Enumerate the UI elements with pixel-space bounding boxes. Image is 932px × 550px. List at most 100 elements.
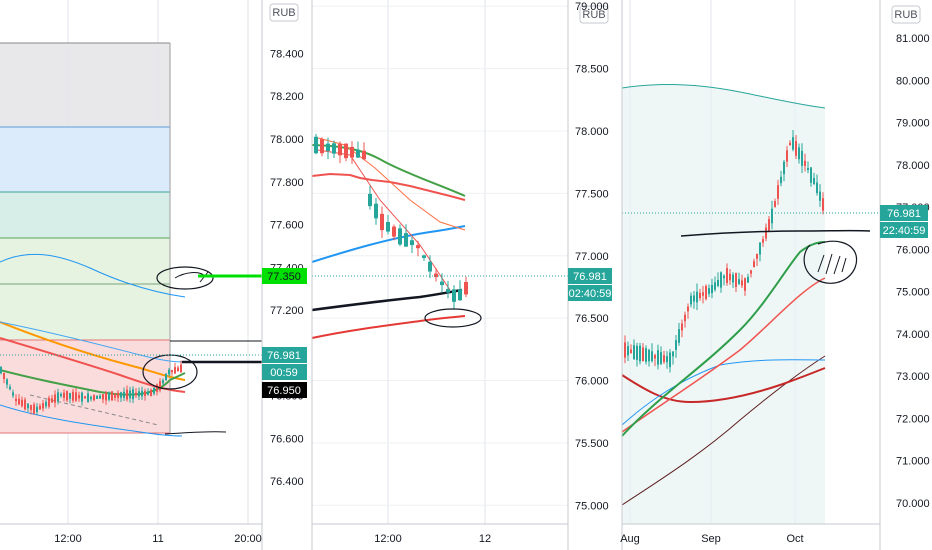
x-tick-label: 20:00 (234, 533, 262, 545)
candle-body (135, 392, 137, 396)
x-tick-label: Aug (620, 533, 640, 545)
candle-body (150, 389, 152, 397)
panel-3-y-ticks: 81.00080.00079.00078.00077.00076.00075.0… (896, 33, 930, 510)
candle-body (165, 373, 167, 381)
candle-body (786, 150, 788, 162)
candle-body (428, 261, 432, 272)
candle-body (90, 396, 92, 400)
candle-body (84, 396, 86, 399)
candle-body (458, 289, 462, 301)
candle-body (699, 292, 701, 299)
y-tick-label: 73.000 (896, 371, 930, 383)
panel-2-price-axis (568, 0, 620, 524)
price-tag-last: 76.981 (573, 271, 607, 283)
candle-body (156, 384, 158, 392)
x-tick-label: 12 (479, 533, 491, 545)
candle-body (422, 255, 426, 258)
y-tick-label: 78.200 (270, 91, 304, 103)
candle-body (666, 356, 668, 363)
candle-body (81, 392, 83, 402)
x-tick-label: 11 (152, 533, 163, 545)
candle-body (42, 403, 44, 409)
candle-body (171, 370, 173, 373)
candle-body (78, 395, 80, 399)
candle-body (114, 393, 116, 398)
candle-body (630, 349, 632, 354)
candle-body (326, 143, 330, 152)
candle-body (777, 185, 779, 199)
candle-body (678, 329, 680, 343)
currency-badge (891, 5, 921, 24)
x-tick-label: Oct (786, 533, 803, 545)
candle-body (696, 291, 698, 303)
x-tick-label: Sep (701, 533, 721, 545)
y-tick-label: 78.000 (270, 134, 304, 146)
y-tick-label: 77.600 (270, 220, 304, 232)
price-tag-timer-bg (568, 285, 612, 301)
candle-body (111, 391, 113, 401)
y-tick-label: 70.000 (896, 498, 930, 510)
candle-body (774, 201, 776, 207)
candle-body (735, 273, 737, 287)
y-tick-label: 80.000 (896, 75, 930, 87)
candle-body (368, 193, 372, 207)
ma-blue (0, 321, 186, 363)
ma-orange (0, 321, 186, 381)
candle-body (117, 392, 119, 398)
y-tick-label: 75.000 (896, 287, 930, 299)
trend-line-black (311, 288, 463, 312)
candle-body (741, 280, 743, 286)
candle-body (338, 143, 342, 156)
candle-body (663, 355, 665, 362)
zone-gray (0, 43, 170, 127)
lower-band (0, 404, 183, 437)
currency-label: RUB (894, 9, 917, 21)
candle-body (177, 367, 179, 372)
candle-body (464, 281, 468, 295)
candle-body (362, 150, 366, 160)
candle-body (314, 136, 318, 154)
panel-1: RUB 78.40078.20078.00077.80077.60077.400… (0, 0, 312, 550)
candle-body (15, 398, 17, 402)
candle-body (93, 395, 95, 401)
y-tick-label: 77.200 (270, 305, 304, 317)
candle-body (819, 191, 821, 201)
candle-body (434, 273, 438, 278)
candle-body (720, 272, 722, 288)
level-line-bottom (164, 431, 227, 435)
candle-body (63, 392, 65, 398)
annotation-ellipse (424, 308, 482, 328)
panel-1-candles (0, 360, 182, 416)
candle-body (771, 208, 773, 224)
candle-body (162, 380, 164, 384)
price-tag-last: 76.981 (887, 208, 921, 220)
candle-body (684, 314, 686, 322)
candle-body (672, 351, 674, 357)
candle-body (645, 348, 647, 362)
candle-body (69, 393, 71, 399)
ma-red-low (311, 315, 466, 339)
candle-body (33, 404, 35, 414)
panel-2-candles (314, 133, 468, 309)
candle-body (768, 219, 770, 232)
currency-badge (579, 5, 609, 24)
candle-body (392, 226, 396, 237)
y-tick-label: 77.800 (270, 177, 304, 189)
candle-body (27, 403, 29, 409)
price-tag-black-bg (262, 382, 307, 398)
candle-body (141, 390, 143, 397)
candle-body (332, 143, 336, 154)
candle-body (723, 275, 725, 279)
y-tick-label: 76.600 (270, 433, 304, 445)
candle-body (440, 281, 444, 286)
candle-body (144, 390, 146, 396)
candle-body (404, 233, 408, 247)
y-tick-label: 76.000 (896, 244, 930, 256)
candle-body (36, 406, 38, 413)
annotation-circle (803, 240, 858, 284)
candle-body (446, 289, 450, 293)
panel-2-x-ticks: 12:00 12 (374, 533, 491, 545)
candle-body (120, 392, 122, 398)
candle-body (660, 352, 662, 364)
annotation-ellipse (156, 266, 214, 290)
